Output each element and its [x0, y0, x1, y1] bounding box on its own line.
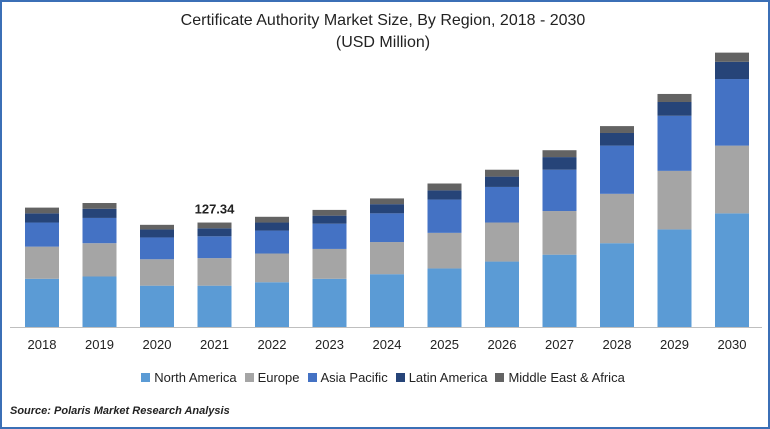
legend-item-4: Middle East & Africa	[495, 370, 625, 385]
bar-2020-series-1	[140, 259, 174, 286]
bar-2029-series-1	[657, 170, 692, 230]
bar-2023-series-4	[312, 209, 347, 216]
legend-label: Latin America	[408, 370, 488, 385]
legend-item-1: Europe	[244, 370, 300, 385]
data-label-2021: 127.34	[195, 202, 236, 217]
bar-2024-series-0	[370, 274, 404, 327]
bar-2026-series-1	[485, 222, 519, 262]
x-tick-label: 2021	[200, 337, 229, 352]
bar-2018-series-1	[25, 246, 59, 279]
bar-2023-series-3	[312, 215, 347, 224]
bar-2021-series-3	[197, 228, 232, 237]
bar-2026-series-2	[485, 186, 519, 223]
bar-2022-series-1	[255, 253, 289, 283]
bar-2029-series-4	[657, 93, 692, 102]
bar-2026-series-3	[485, 176, 519, 187]
bar-2023-series-2	[312, 223, 347, 249]
chart-legend: North America Europe Asia Pacific Latin Ame…	[0, 370, 766, 385]
bar-2018-series-0	[25, 278, 59, 327]
bar-2027-series-4	[542, 150, 577, 158]
bar-2023-series-1	[312, 248, 347, 279]
bar-2019-series-2	[82, 217, 117, 244]
bar-2021-series-1	[197, 258, 232, 286]
bar-2027-series-0	[542, 254, 577, 327]
chart-title: Certificate Authority Market Size, By Re…	[180, 12, 586, 29]
x-tick-label: 2029	[660, 337, 689, 352]
bar-2028-series-2	[600, 145, 634, 194]
bar-2022-series-0	[255, 282, 289, 327]
bar-2022-series-4	[255, 216, 289, 223]
bar-2027-series-1	[542, 211, 577, 255]
bar-2018-series-4	[25, 207, 59, 214]
legend-label: Middle East & Africa	[508, 370, 625, 385]
bar-2019-series-3	[82, 208, 117, 218]
bar-2019-series-0	[82, 276, 117, 327]
bar-2025-series-3	[427, 190, 462, 200]
bar-2028-series-1	[600, 193, 634, 244]
x-tick-label: 2018	[28, 337, 57, 352]
legend-item-2: Asia Pacific	[307, 370, 388, 385]
bar-2020-series-0	[140, 285, 174, 327]
bar-2025-series-2	[427, 199, 462, 233]
bar-2025-series-1	[427, 232, 462, 269]
bar-2019-series-4	[82, 203, 117, 209]
bar-2030-series-3	[715, 61, 749, 80]
bar-2022-series-2	[255, 230, 289, 254]
bar-2030-series-0	[715, 213, 749, 327]
x-tick-label: 2030	[718, 337, 747, 352]
bar-2028-series-0	[600, 243, 634, 327]
x-tick-label: 2025	[430, 337, 459, 352]
bar-2021-series-0	[197, 285, 232, 327]
legend-item-0: North America	[141, 370, 237, 385]
bar-2024-series-2	[370, 213, 404, 243]
bar-2020-series-3	[140, 229, 174, 238]
chart-subtitle: (USD Million)	[335, 34, 431, 51]
x-tick-label: 2023	[315, 337, 344, 352]
bar-2029-series-3	[657, 101, 692, 116]
bar-2025-series-4	[427, 183, 462, 191]
x-tick-label: 2020	[143, 337, 172, 352]
bar-2020-series-2	[140, 237, 174, 260]
legend-swatch	[244, 373, 254, 382]
bar-2024-series-4	[370, 198, 404, 205]
legend-item-3: Latin America	[395, 370, 488, 385]
bar-2024-series-3	[370, 204, 404, 214]
legend-swatch	[395, 373, 405, 382]
legend-swatch	[307, 373, 317, 382]
x-tick-label: 2019	[85, 337, 114, 352]
bar-2022-series-3	[255, 222, 289, 231]
bar-2024-series-1	[370, 242, 404, 275]
bar-2029-series-0	[657, 229, 692, 327]
legend-swatch	[141, 373, 151, 382]
x-tick-label: 2022	[258, 337, 287, 352]
legend-label: North America	[154, 370, 237, 385]
bar-2030-series-4	[715, 52, 749, 62]
bar-2018-series-3	[25, 213, 59, 223]
bar-2030-series-1	[715, 145, 749, 214]
bar-2029-series-2	[657, 115, 692, 171]
bar-2019-series-1	[82, 243, 117, 277]
legend-label: Europe	[257, 370, 300, 385]
bar-2028-series-3	[600, 132, 634, 146]
bar-2027-series-3	[542, 157, 577, 170]
x-tick-label: 2026	[488, 337, 517, 352]
bar-2026-series-4	[485, 169, 519, 177]
bar-2021-series-4	[197, 222, 232, 229]
bar-2028-series-4	[600, 126, 634, 133]
bar-2021-series-2	[197, 236, 232, 259]
bar-2026-series-0	[485, 261, 519, 327]
source-note: Source: Polaris Market Research Analysis	[10, 405, 230, 417]
legend-label: Asia Pacific	[320, 370, 388, 385]
bar-2030-series-2	[715, 79, 749, 146]
bar-2027-series-2	[542, 169, 577, 212]
x-tick-label: 2027	[545, 337, 574, 352]
bar-2025-series-0	[427, 268, 462, 327]
bar-2023-series-0	[312, 278, 347, 327]
bar-2018-series-2	[25, 222, 59, 247]
x-tick-label: 2028	[603, 337, 632, 352]
legend-swatch	[495, 373, 505, 382]
bar-2020-series-4	[140, 224, 174, 230]
x-tick-label: 2024	[373, 337, 402, 352]
